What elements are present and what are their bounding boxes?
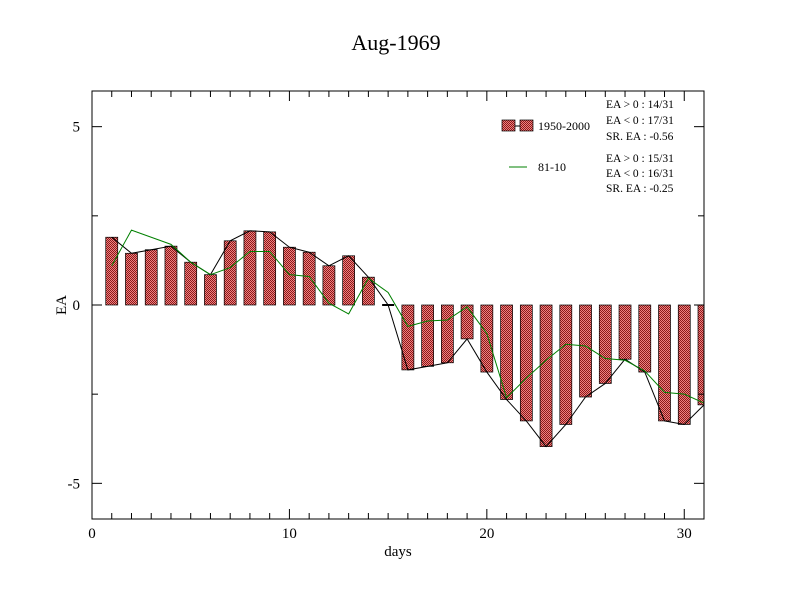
y-tick-label: -5 [68,476,81,492]
stats-line-sr: SR. EA : -0.25 [606,183,674,195]
bar [223,240,237,306]
bar [677,304,691,425]
bar [638,304,652,373]
y-tick-label: 0 [73,298,81,314]
x-axis-ticks: 0 10 20 30 [88,91,705,542]
bar [144,249,158,306]
bar [697,304,705,406]
bar [539,304,553,447]
bar [263,231,277,306]
y-axis-ticks: -5 0 5 [68,120,704,492]
bar [302,251,316,306]
bar [164,245,178,306]
bar [441,304,454,364]
bar [598,304,612,384]
legend-swatch-bars-right [519,119,534,132]
bar [342,255,355,306]
bar [579,304,592,398]
stats-bars-positive: EA > 0 : 14/31 [606,99,674,111]
bar [125,252,138,306]
legend-label-line: 81-10 [538,160,566,174]
legend-label-bars: 1950-2000 [538,119,590,133]
y-axis-label: EA [54,295,70,315]
stats-bars-negative: EA < 0 : 17/31 [606,115,674,127]
bar-series-1950-2000 [105,230,705,447]
x-tick-label: 30 [677,526,692,542]
bar [243,230,257,306]
bar [322,265,336,306]
bar [421,304,434,367]
bar [618,304,632,360]
bar [184,261,198,306]
x-tick-label: 0 [88,526,96,542]
bar [658,304,671,422]
x-tick-label: 10 [282,526,297,542]
stats-line-positive: EA > 0 : 15/31 [606,153,674,165]
legend: 1950-2000 81-10 EA > 0 : 14/31 EA < 0 : … [501,99,674,195]
bar [401,304,415,371]
y-tick-label: 5 [73,120,81,136]
bar [559,304,573,425]
line-series-81-10 [111,229,705,404]
stats-bars-sr: SR. EA : -0.56 [606,131,674,143]
bar [519,304,533,422]
bar [283,246,296,306]
bar [105,236,119,306]
bar [204,274,217,306]
x-tick-label: 20 [479,526,494,542]
bar [480,304,494,373]
chart-title: Aug-1969 [351,30,440,55]
legend-swatch-bars-left [501,119,516,132]
stats-line-negative: EA < 0 : 16/31 [606,168,674,180]
x-axis-label: days [384,544,412,560]
